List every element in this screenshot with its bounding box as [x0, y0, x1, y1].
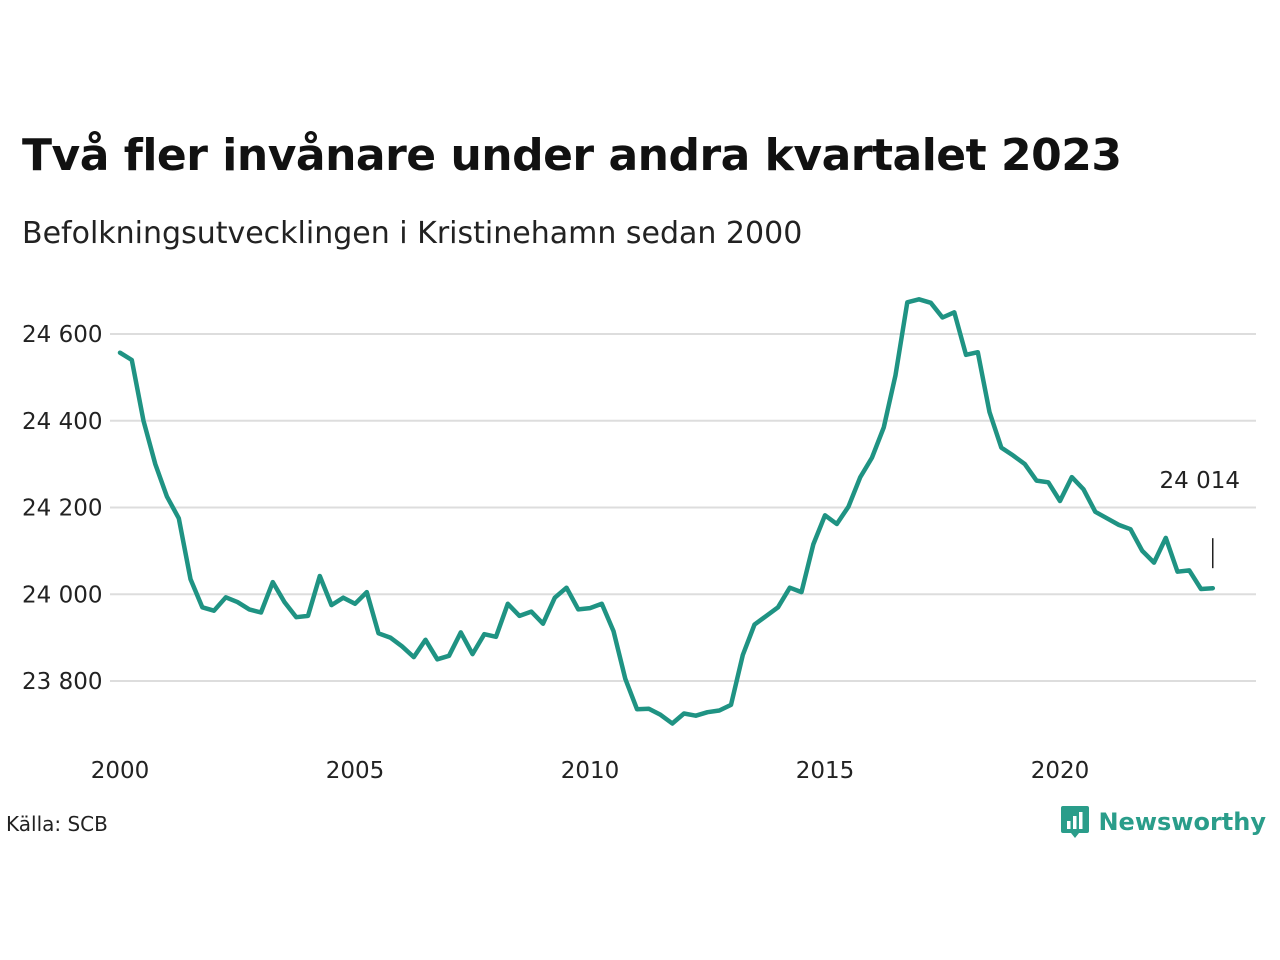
series-group	[117, 297, 1216, 726]
y-tick-label: 24 000	[22, 582, 102, 608]
annotation-label: 24 014	[1160, 468, 1240, 494]
brand-logo: Newsworthy	[1060, 804, 1266, 840]
x-axis-tick-labels: 2000 2005 2010 2015 2020	[91, 758, 1090, 784]
y-tick-label: 23 800	[22, 669, 102, 695]
x-tick-label: 2015	[796, 758, 855, 784]
y-tick-label: 24 600	[22, 322, 102, 348]
newsworthy-logo-icon	[1061, 806, 1090, 838]
y-axis-tick-labels: 23 800 24 000 24 200 24 400 24 600	[22, 322, 102, 695]
series-line	[117, 297, 1216, 726]
x-tick-label: 2005	[326, 758, 385, 784]
x-tick-label: 2000	[91, 758, 150, 784]
chart-subtitle: Befolkningsutvecklingen i Kristinehamn s…	[22, 216, 803, 251]
x-tick-label: 2020	[1031, 758, 1090, 784]
y-tick-label: 24 400	[22, 409, 102, 435]
annotation-group: 24 014	[1160, 468, 1240, 569]
y-tick-label: 24 200	[22, 496, 102, 522]
grid-lines	[110, 333, 1256, 682]
x-tick-label: 2010	[561, 758, 620, 784]
chart-title: Två fler invånare under andra kvartalet …	[22, 130, 1122, 181]
source-label: Källa: SCB	[6, 812, 108, 836]
brand-name: Newsworthy	[1098, 808, 1266, 836]
